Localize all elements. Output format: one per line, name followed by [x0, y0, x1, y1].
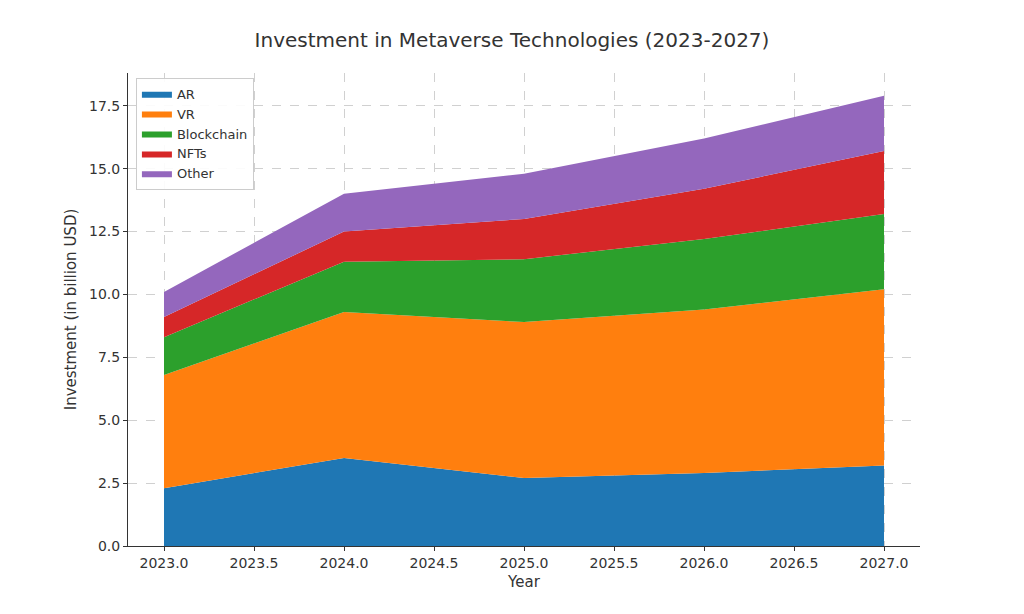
svg-text:2026.0: 2026.0: [680, 555, 729, 571]
svg-text:12.5: 12.5: [89, 223, 120, 239]
svg-text:5.0: 5.0: [98, 412, 120, 428]
svg-text:NFTs: NFTs: [177, 146, 207, 161]
svg-text:2023.0: 2023.0: [140, 555, 189, 571]
svg-text:2025.5: 2025.5: [590, 555, 639, 571]
svg-text:15.0: 15.0: [89, 161, 120, 177]
svg-text:2024.5: 2024.5: [410, 555, 459, 571]
svg-text:17.5: 17.5: [89, 98, 120, 114]
svg-text:0.0: 0.0: [98, 538, 120, 554]
svg-text:2.5: 2.5: [98, 475, 120, 491]
svg-text:Investment (in billion USD): Investment (in billion USD): [62, 209, 80, 411]
svg-text:Investment in Metaverse Techno: Investment in Metaverse Technologies (20…: [255, 28, 770, 52]
svg-text:2025.0: 2025.0: [500, 555, 549, 571]
svg-text:2023.5: 2023.5: [230, 555, 279, 571]
svg-text:AR: AR: [177, 87, 195, 102]
svg-text:10.0: 10.0: [89, 286, 120, 302]
svg-text:Year: Year: [507, 573, 541, 591]
svg-text:2024.0: 2024.0: [320, 555, 369, 571]
svg-text:7.5: 7.5: [98, 349, 120, 365]
svg-text:Blockchain: Blockchain: [177, 127, 247, 142]
svg-text:VR: VR: [177, 107, 195, 122]
svg-text:2026.5: 2026.5: [770, 555, 819, 571]
svg-text:Other: Other: [177, 166, 215, 181]
svg-text:2027.0: 2027.0: [860, 555, 909, 571]
